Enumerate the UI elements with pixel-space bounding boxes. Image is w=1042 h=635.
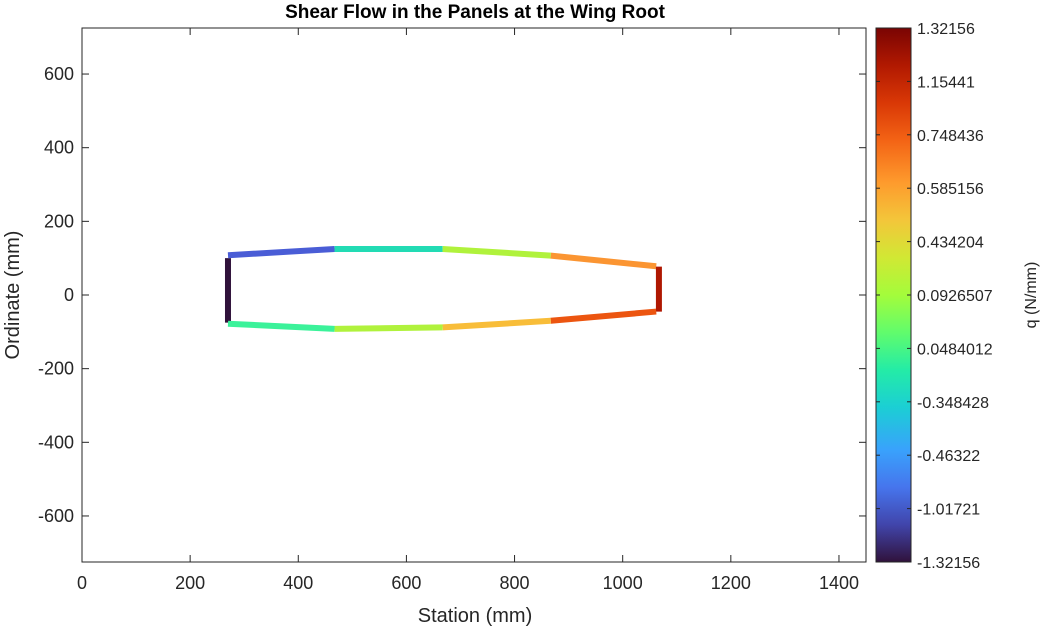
colorbar	[875, 27, 912, 563]
panel-segment-10	[227, 320, 335, 332]
colorbar-tick-label: 1.15441	[917, 74, 975, 91]
y-tick-label: 600	[44, 64, 74, 84]
x-axis-label: Station (mm)	[418, 605, 532, 627]
panel-segment-2	[227, 245, 335, 259]
y-axis-label: Ordinate (mm)	[2, 231, 24, 360]
y-tick-label: -600	[38, 506, 74, 526]
x-tick-label: 1200	[711, 573, 751, 593]
y-tick-label: -400	[38, 432, 74, 452]
x-tick-label: 400	[283, 573, 313, 593]
x-tick-label: 200	[175, 573, 205, 593]
y-tick-label: 400	[44, 138, 74, 158]
colorbar-label: q (N/mm)	[1023, 262, 1040, 329]
panel-segment-9	[334, 324, 443, 332]
panel-segment-4	[442, 245, 551, 259]
panel-segment-8	[442, 317, 551, 331]
panel-segments	[224, 245, 662, 332]
colorbar-tick-label: 1.32156	[917, 21, 975, 38]
y-tick-label: 200	[44, 211, 74, 231]
colorbar-ticks: 1.32156 1.15441 0.748436 0.585156 0.434204 0.…	[876, 21, 993, 572]
x-tick-label: 1000	[603, 573, 643, 593]
panel-segment-7	[550, 308, 657, 324]
x-tick-label: 0	[77, 573, 87, 593]
plot-area	[81, 27, 867, 563]
colorbar-tick-label: -0.348428	[917, 395, 989, 412]
y-tick-label: -200	[38, 359, 74, 379]
axis-ticks: 0 200 400 600 800 1000 1200 1400 600 400 200 0 -200 -…	[38, 28, 866, 593]
x-tick-label: 1400	[819, 573, 859, 593]
colorbar-tick-label: -0.46322	[917, 448, 980, 465]
colorbar-tick-label: 0.585156	[917, 181, 984, 198]
colorbar-tick-label: -1.32156	[917, 555, 980, 572]
panel-segment-5	[550, 252, 657, 270]
y-tick-label: 0	[64, 285, 74, 305]
colorbar-tick-label: 0.748436	[917, 128, 984, 145]
colorbar-tick-label: 0.434204	[917, 235, 984, 252]
colorbar-tick-label: 0.0484012	[917, 341, 993, 358]
x-tick-label: 800	[500, 573, 530, 593]
colorbar-tick-label: -1.01721	[917, 502, 980, 519]
x-tick-label: 600	[391, 573, 421, 593]
colorbar-tick-label: 0.0926507	[917, 288, 993, 305]
chart-title: Shear Flow in the Panels at the Wing Roo…	[285, 2, 666, 23]
